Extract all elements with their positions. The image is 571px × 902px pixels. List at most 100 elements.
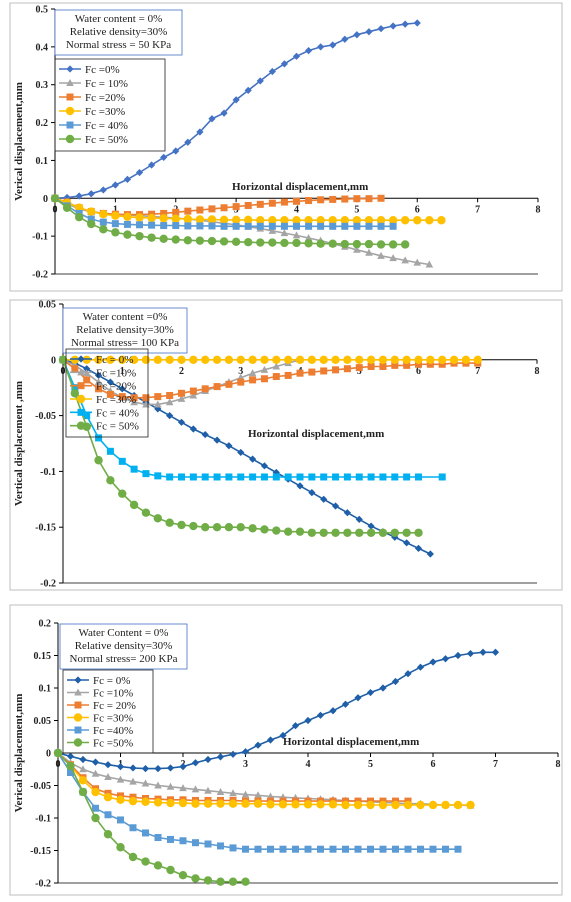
- data-point: [353, 245, 361, 253]
- data-point: [279, 845, 287, 853]
- x-tick-label: 8: [535, 366, 540, 377]
- data-point: [466, 649, 475, 658]
- data-point: [129, 500, 139, 510]
- series-6: [53, 748, 250, 886]
- data-point: [267, 845, 274, 853]
- legend-marker: [76, 421, 86, 430]
- data-point: [400, 216, 410, 225]
- data-point: [171, 235, 180, 244]
- legend-label: Fc =50%: [93, 738, 133, 750]
- data-point: [376, 240, 386, 249]
- data-point: [365, 195, 373, 203]
- data-point: [153, 798, 163, 807]
- data-point: [320, 495, 328, 503]
- legend-item: Fc =0%: [59, 64, 120, 76]
- data-point: [316, 216, 325, 225]
- info-line: Water content = 0%: [75, 13, 162, 25]
- legend-label: Fc =30%: [96, 394, 136, 406]
- data-point: [296, 369, 304, 377]
- data-point: [154, 781, 162, 789]
- data-point: [141, 857, 150, 866]
- data-point: [329, 41, 337, 49]
- data-point: [118, 393, 126, 401]
- data-point: [216, 877, 225, 886]
- info-box: [54, 9, 183, 56]
- series-1: [51, 19, 421, 202]
- data-point: [366, 800, 375, 810]
- legend-marker: [77, 368, 85, 376]
- data-point: [437, 216, 446, 225]
- data-point: [402, 355, 411, 364]
- data-point: [377, 25, 385, 33]
- data-point: [413, 216, 422, 225]
- data-point: [116, 843, 125, 852]
- data-point: [94, 378, 103, 386]
- series-5: [59, 356, 446, 481]
- data-point: [106, 378, 114, 386]
- data-point: [366, 355, 376, 364]
- data-point: [403, 800, 413, 810]
- data-point: [184, 207, 192, 215]
- data-point: [87, 215, 95, 223]
- data-point: [154, 393, 162, 401]
- data-point: [415, 473, 422, 481]
- y-tick-label: 0.3: [36, 80, 49, 91]
- data-point: [379, 684, 387, 692]
- data-point: [426, 550, 434, 558]
- y-tick-label: -0.2: [35, 879, 51, 890]
- data-point: [248, 524, 257, 533]
- data-point: [195, 236, 205, 245]
- data-point: [147, 233, 156, 242]
- legend-box: [65, 348, 149, 438]
- legend-item: Fc = 10%: [59, 78, 128, 90]
- data-point: [172, 208, 180, 216]
- data-point: [172, 222, 180, 230]
- legend-item: Fc =40%: [67, 725, 133, 737]
- data-point: [343, 509, 351, 517]
- data-point: [401, 20, 409, 28]
- data-point: [403, 361, 411, 369]
- data-point: [254, 791, 262, 799]
- data-point: [389, 222, 397, 230]
- legend-item: Fc =30%: [70, 394, 136, 406]
- data-point: [224, 523, 234, 532]
- data-point: [293, 222, 300, 230]
- legend-item: Fc = 0%: [67, 675, 130, 687]
- data-point: [379, 473, 387, 481]
- data-point: [204, 786, 212, 794]
- data-point: [283, 527, 293, 536]
- data-point: [183, 236, 193, 245]
- data-point: [191, 785, 200, 793]
- data-point: [172, 147, 180, 155]
- data-point: [213, 383, 221, 391]
- data-point: [208, 115, 216, 123]
- data-point: [232, 203, 240, 211]
- data-point: [201, 430, 209, 439]
- data-point: [83, 412, 91, 420]
- data-point: [106, 390, 114, 398]
- data-point: [355, 528, 364, 537]
- legend-item: Fc = 0%: [70, 354, 133, 366]
- data-point: [91, 813, 100, 823]
- data-point: [353, 195, 361, 203]
- data-point: [71, 384, 79, 392]
- x-tick-label: 6: [431, 759, 436, 770]
- data-point: [71, 365, 79, 373]
- legend-marker: [74, 688, 82, 696]
- info-line: Normal stress= 100 KPa: [71, 337, 179, 349]
- data-point: [232, 222, 240, 230]
- data-point: [329, 222, 337, 230]
- data-point: [220, 222, 228, 230]
- data-point: [244, 215, 253, 225]
- legend-marker: [74, 701, 82, 709]
- data-point: [317, 222, 325, 230]
- data-point: [179, 763, 187, 771]
- data-point: [183, 214, 193, 224]
- legend-label: Fc = 40%: [96, 407, 139, 419]
- legend-marker: [65, 134, 75, 144]
- data-point: [355, 364, 363, 372]
- data-point: [268, 67, 276, 76]
- data-point: [461, 355, 471, 364]
- data-point: [404, 845, 412, 853]
- data-point: [365, 248, 373, 256]
